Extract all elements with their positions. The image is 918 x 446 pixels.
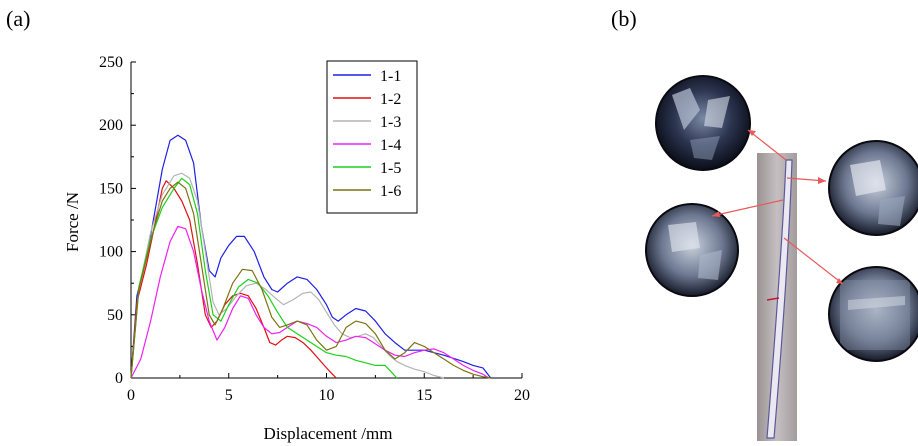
series-line-1-1 [130, 134, 492, 379]
y-tick-label: 0 [115, 370, 123, 387]
y-tick-label: 150 [99, 180, 123, 197]
y-axis-label: Force /N [63, 192, 82, 252]
series-line-1-2 [130, 180, 337, 379]
series-line-1-3 [130, 172, 444, 379]
legend-label-1-1: 1-1 [380, 68, 401, 85]
y-tick-label: 100 [99, 244, 123, 261]
legend-label-1-4: 1-4 [380, 137, 401, 154]
x-tick-label: 20 [514, 387, 530, 404]
magnified-view-bottom-right [828, 266, 918, 362]
y-tick-label: 250 [99, 54, 123, 71]
magnified-view-middle-left [645, 203, 739, 297]
series-line-1-6 [130, 181, 491, 379]
y-tick-label: 200 [99, 117, 123, 134]
legend-label-1-6: 1-6 [380, 183, 401, 200]
leader-arrows [711, 129, 844, 285]
chart-series [130, 134, 492, 379]
x-tick-label: 5 [225, 387, 233, 404]
x-axis-label: Displacement /mm [264, 424, 393, 443]
specimen-mark [766, 297, 780, 301]
x-tick-label: 0 [127, 387, 135, 404]
x-tick-label: 15 [416, 387, 432, 404]
panel-label-a: (a) [6, 6, 31, 31]
x-tick-label: 10 [319, 387, 335, 404]
y-tick-label: 50 [107, 307, 123, 324]
legend-label-1-3: 1-3 [380, 114, 401, 131]
magnified-view-top-right [828, 140, 918, 236]
legend-label-1-2: 1-2 [380, 91, 401, 108]
chart-legend: 1-1 1-2 1-3 1-4 1-5 1-6 [326, 60, 418, 214]
legend-box [326, 60, 418, 214]
legend-label-1-5: 1-5 [380, 160, 401, 177]
series-line-1-5 [130, 177, 398, 379]
panel-label-b: (b) [611, 6, 637, 31]
specimen-rod [766, 159, 793, 439]
magnified-view-top-left [655, 75, 751, 171]
